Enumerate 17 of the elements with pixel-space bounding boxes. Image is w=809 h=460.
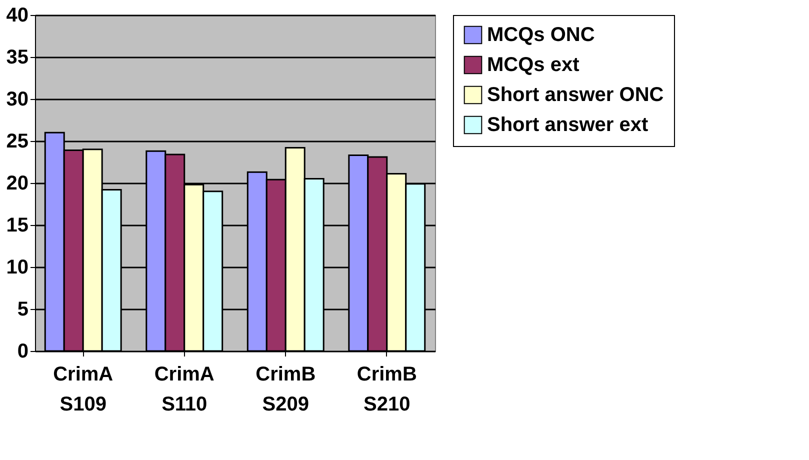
legend-label: MCQs ONC <box>487 24 595 46</box>
y-tick-label: 20 <box>6 172 28 194</box>
y-tick-label: 5 <box>17 298 28 320</box>
x-tick-label: CrimB S209 <box>256 364 316 416</box>
y-tick-label: 35 <box>6 46 28 68</box>
y-tick-label: 0 <box>17 340 28 362</box>
y-tick-label: 10 <box>6 256 28 278</box>
y-tick-label: 30 <box>6 88 28 110</box>
x-tick-label: CrimA S109 <box>53 364 114 416</box>
legend-label: Short answer ONC <box>487 84 664 106</box>
y-tick-label: 25 <box>6 130 28 152</box>
y-tick-label: 40 <box>6 4 28 26</box>
legend-label: Short answer ext <box>487 114 648 136</box>
x-tick-label: CrimB S210 <box>356 364 417 416</box>
legend-label: MCQs ext <box>487 54 580 76</box>
y-tick-label: 15 <box>6 214 28 236</box>
x-tick-label: CrimA S110 <box>154 364 214 416</box>
